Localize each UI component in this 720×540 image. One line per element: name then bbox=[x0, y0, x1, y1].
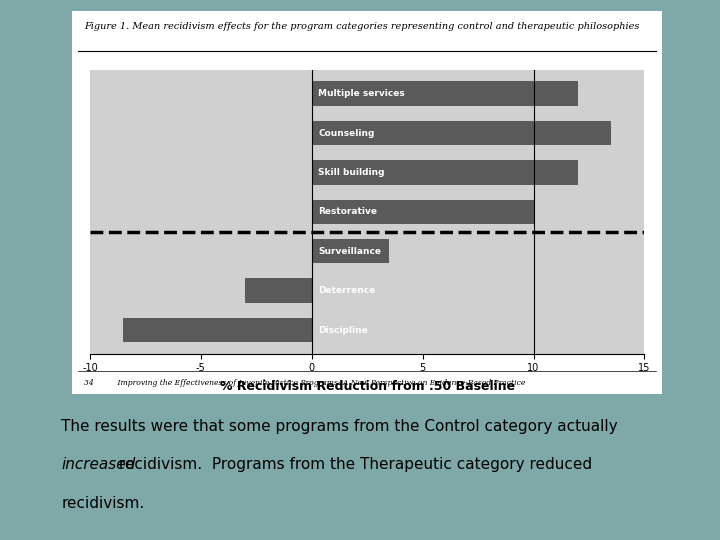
Bar bbox=[312, 82, 578, 106]
Bar bbox=[123, 318, 312, 342]
Text: 34          Improving the Effectiveness of Juvenile Justice Programs: A New Pers: 34 Improving the Effectiveness of Juveni… bbox=[84, 379, 525, 387]
X-axis label: % Recidivism Reduction from .50 Baseline: % Recidivism Reduction from .50 Baseline bbox=[220, 380, 515, 393]
Text: Restorative: Restorative bbox=[318, 207, 377, 217]
Bar bbox=[312, 121, 611, 145]
Bar bbox=[312, 160, 578, 185]
Text: Multiple services: Multiple services bbox=[318, 89, 405, 98]
Bar bbox=[312, 239, 390, 264]
Text: Skill building: Skill building bbox=[318, 168, 385, 177]
Text: Deterrence: Deterrence bbox=[318, 286, 376, 295]
Text: increased: increased bbox=[61, 457, 135, 472]
Bar bbox=[246, 279, 312, 303]
Text: recidivism.: recidivism. bbox=[61, 496, 145, 511]
Text: Figure 1. Mean recidivism effects for the program categories representing contro: Figure 1. Mean recidivism effects for th… bbox=[84, 22, 639, 31]
Text: Surveillance: Surveillance bbox=[318, 247, 382, 256]
Text: recidivism.  Programs from the Therapeutic category reduced: recidivism. Programs from the Therapeuti… bbox=[114, 457, 592, 472]
Text: Counseling: Counseling bbox=[318, 129, 375, 138]
Text: Discipline: Discipline bbox=[318, 326, 368, 335]
Text: The results were that some programs from the Control category actually: The results were that some programs from… bbox=[61, 418, 618, 434]
Bar bbox=[312, 200, 534, 224]
